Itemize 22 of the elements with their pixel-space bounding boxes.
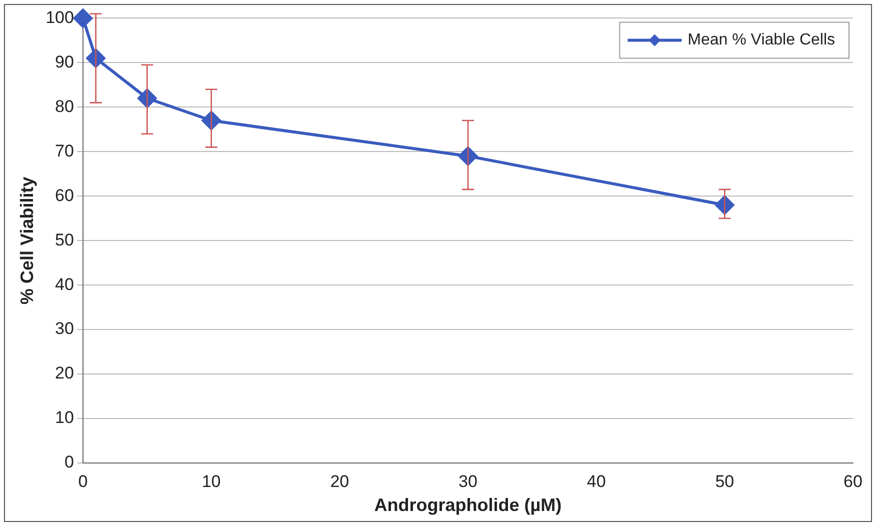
y-tick-label: 20 <box>55 364 74 383</box>
x-tick-label: 60 <box>844 472 862 491</box>
y-tick-label: 90 <box>55 52 74 72</box>
x-tick-label: 0 <box>78 472 88 491</box>
x-tick-label: 20 <box>330 472 350 491</box>
y-tick-label: 60 <box>55 186 74 205</box>
y-axis-title: % Cell Viability <box>16 176 37 304</box>
y-tick-label: 50 <box>55 230 74 250</box>
x-axis-title: Andrographolide (µM) <box>374 495 562 516</box>
y-tick-label: 0 <box>64 452 74 472</box>
y-tick-label: 10 <box>55 408 74 428</box>
y-tick-label: 100 <box>46 8 74 27</box>
x-tick-label: 30 <box>458 472 478 491</box>
x-tick-label: 50 <box>715 472 734 491</box>
x-tick-label: 10 <box>202 472 221 491</box>
y-tick-label: 80 <box>55 96 74 116</box>
legend-label: Mean % Viable Cells <box>688 32 836 49</box>
y-tick-label: 40 <box>55 274 74 294</box>
y-tick-label: 70 <box>55 141 74 160</box>
x-tick-label: 40 <box>586 472 606 491</box>
y-tick-label: 30 <box>55 319 74 338</box>
point <box>73 8 92 28</box>
